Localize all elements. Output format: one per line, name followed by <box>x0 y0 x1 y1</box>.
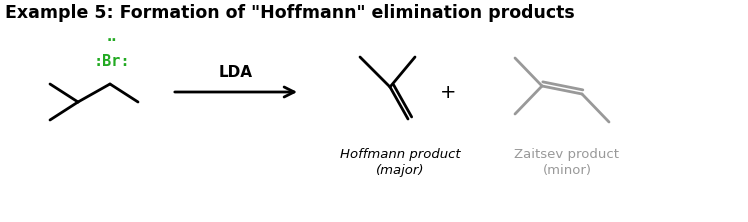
Text: Hoffmann product: Hoffmann product <box>340 147 460 161</box>
Text: +: + <box>440 83 456 101</box>
Text: Example 5: Formation of "Hoffmann" elimination products: Example 5: Formation of "Hoffmann" elimi… <box>5 4 574 22</box>
Text: (minor): (minor) <box>542 163 592 176</box>
Text: LDA: LDA <box>219 65 253 80</box>
Text: ··: ·· <box>107 34 117 48</box>
Text: (major): (major) <box>375 163 424 176</box>
Text: Zaitsev product: Zaitsev product <box>515 147 619 161</box>
Text: :Br:: :Br: <box>94 54 130 69</box>
